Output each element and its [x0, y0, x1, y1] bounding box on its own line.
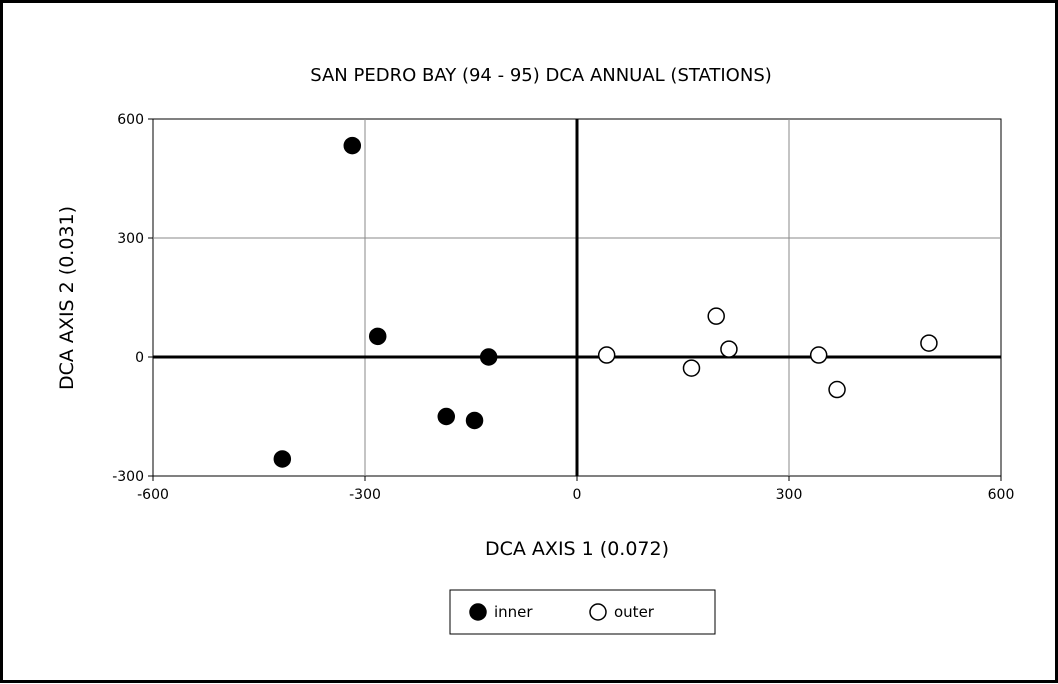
outer-point	[809, 346, 828, 364]
chart-title: SAN PEDRO BAY (94 - 95) DCA ANNUAL (STAT…	[310, 65, 772, 86]
outer-point	[682, 359, 701, 377]
x-tick-label: -600	[137, 487, 169, 503]
y-tick-label: -300	[112, 469, 144, 485]
legend-outer-label: outer	[614, 603, 655, 621]
y-axis-title: DCA AXIS 2 (0.031)	[56, 206, 78, 390]
inner-point	[273, 450, 292, 468]
outer-point	[920, 334, 938, 352]
x-tick-label: -300	[349, 487, 381, 503]
y-tick-label: 600	[117, 112, 144, 128]
plot-area: -600 -300 0 300 600 -300 0 300 600	[112, 112, 1014, 503]
x-axis-title: DCA AXIS 1 (0.072)	[485, 538, 669, 560]
x-tick-label: 0	[573, 487, 582, 503]
x-tick-label: 300	[776, 487, 803, 503]
legend-inner-marker	[469, 603, 487, 621]
inner-point	[479, 348, 498, 366]
dca-scatter-chart: SAN PEDRO BAY (94 - 95) DCA ANNUAL (STAT…	[56, 65, 1014, 635]
legend-inner-label: inner	[494, 603, 533, 621]
y-tick-label: 0	[135, 350, 144, 366]
inner-point	[368, 327, 387, 346]
y-tick-label: 300	[117, 231, 144, 247]
x-tick-label: 600	[988, 487, 1015, 503]
outer-point	[720, 340, 738, 358]
outer-point	[828, 380, 846, 399]
inner-point	[437, 407, 456, 426]
outer-point	[707, 307, 725, 325]
legend-box	[449, 589, 716, 635]
inner-point	[343, 136, 362, 155]
legend-outer-marker	[589, 603, 607, 621]
outer-point	[597, 346, 616, 364]
inner-point	[465, 411, 484, 430]
legend: inner outer	[449, 589, 716, 635]
